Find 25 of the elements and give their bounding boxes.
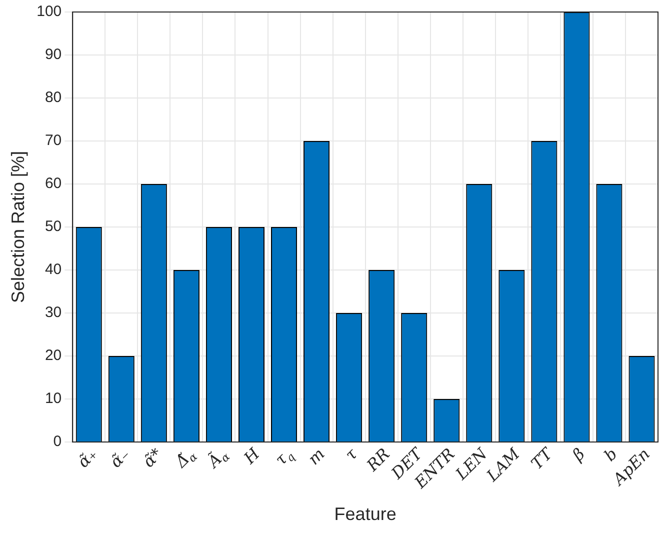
y-tick-label: 0: [53, 433, 62, 450]
y-tick-label: 90: [44, 46, 62, 64]
y-tick-label: 100: [36, 3, 62, 20]
x-tick-label: m: [304, 444, 328, 468]
x-axis-title: Feature: [334, 504, 396, 524]
x-tick-label: Δ̃α: [170, 450, 201, 472]
y-tick-label: 30: [44, 304, 62, 322]
x-tick-label: τq: [271, 448, 298, 470]
x-tick-label: Ãα: [202, 450, 234, 473]
y-tick-label: 10: [44, 390, 62, 408]
y-axis-title: Selection Ratio [%]: [8, 150, 28, 304]
y-tick-label: 50: [44, 218, 62, 236]
y-tick-label: 70: [44, 132, 62, 150]
x-tick-label: α̃₋: [106, 444, 134, 472]
x-tick-label: τ: [341, 444, 362, 464]
x-tick-label: TT: [527, 443, 557, 474]
y-tick-label: 40: [44, 261, 62, 278]
x-tick-label: β: [568, 444, 588, 466]
y-tick-label: 60: [44, 175, 62, 192]
x-tick-label: α̃₊: [74, 444, 101, 472]
x-tick-label: α̃*: [138, 444, 166, 472]
x-tick-label: H: [239, 444, 264, 468]
y-tick-label: 20: [44, 347, 62, 364]
y-tick-label: 80: [44, 89, 62, 106]
x-tick-label: b: [600, 444, 621, 466]
